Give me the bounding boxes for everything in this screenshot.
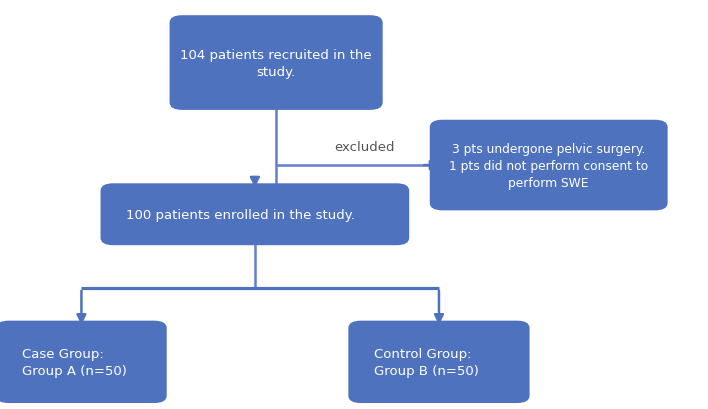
Text: 100 patients enrolled in the study.: 100 patients enrolled in the study. [126, 208, 355, 221]
FancyBboxPatch shape [101, 184, 409, 245]
Text: excluded: excluded [334, 140, 395, 153]
FancyBboxPatch shape [0, 321, 167, 403]
Text: 3 pts undergone pelvic surgery.
1 pts did not perform consent to
perform SWE: 3 pts undergone pelvic surgery. 1 pts di… [449, 142, 649, 189]
Text: Case Group:
Group A (n=50): Case Group: Group A (n=50) [22, 347, 127, 377]
FancyBboxPatch shape [170, 16, 382, 111]
FancyBboxPatch shape [430, 120, 668, 211]
Text: Control Group:
Group B (n=50): Control Group: Group B (n=50) [374, 347, 479, 377]
FancyBboxPatch shape [348, 321, 530, 403]
Text: 104 patients recruited in the
study.: 104 patients recruited in the study. [181, 48, 372, 79]
